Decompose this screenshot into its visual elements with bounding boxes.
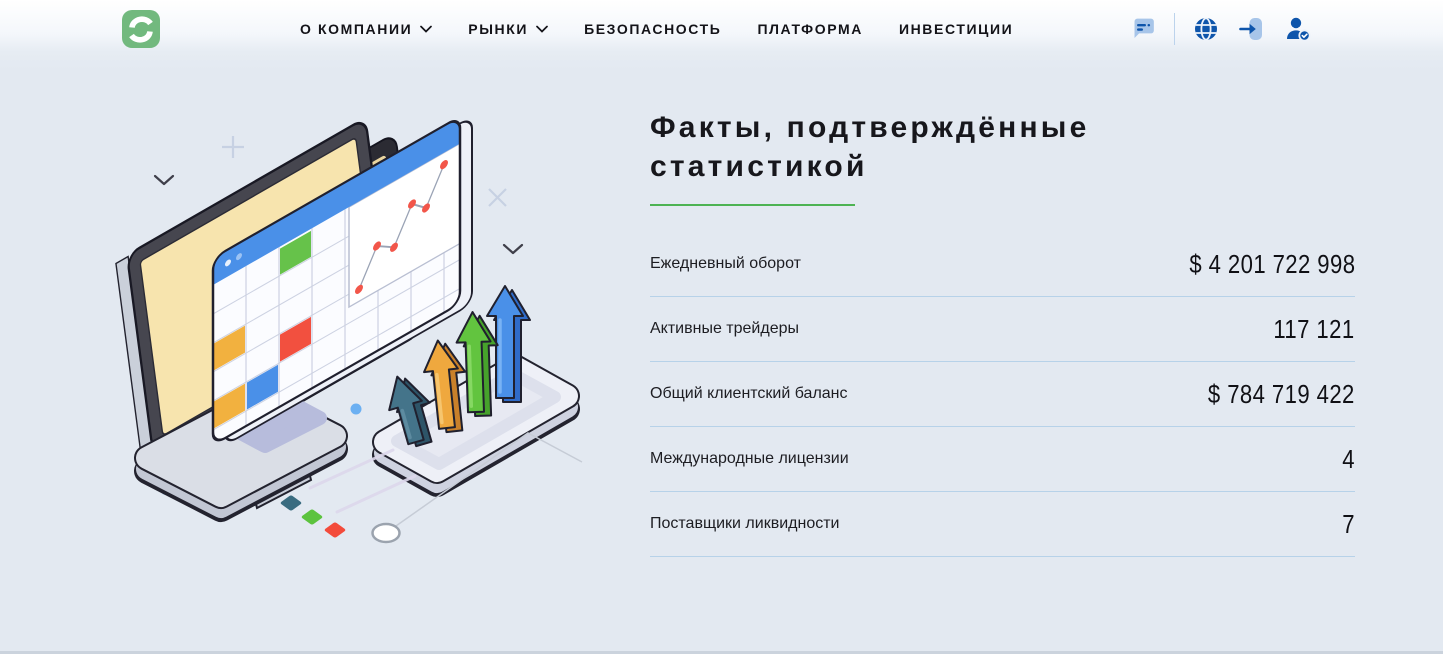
stat-label: Ежедневный оборот bbox=[650, 255, 801, 272]
nav-item-rynki[interactable]: РЫНКИ bbox=[468, 21, 548, 37]
stat-value: $ 4 201 722 998 bbox=[1188, 248, 1355, 279]
nav-item-label: ПЛАТФОРМА bbox=[757, 21, 863, 37]
growth-arrows-illustration bbox=[372, 285, 580, 497]
header-actions bbox=[1128, 13, 1313, 45]
chat-icon bbox=[1134, 18, 1154, 38]
stat-label: Активные трейдеры bbox=[650, 320, 799, 337]
stat-row: Активные трейдеры 117 121 bbox=[650, 297, 1355, 362]
chevron-down-icon bbox=[420, 25, 433, 33]
main-nav: О КОМПАНИИ РЫНКИ БЕЗОПАСНОСТЬ ПЛАТФОРМА … bbox=[300, 21, 1013, 37]
stats-list: Ежедневный оборот $ 4 201 722 998 Активн… bbox=[650, 232, 1355, 557]
next-section-edge bbox=[0, 651, 1443, 654]
stat-label: Общий клиентский баланс bbox=[650, 385, 848, 402]
stat-row: Ежедневный оборот $ 4 201 722 998 bbox=[650, 232, 1355, 297]
hero-section: Факты, подтверждённые статистикой Ежедне… bbox=[0, 58, 1443, 654]
globe-icon bbox=[1195, 17, 1217, 41]
heading-underline bbox=[650, 204, 855, 206]
nav-item-investicii[interactable]: ИНВЕСТИЦИИ bbox=[899, 21, 1013, 37]
stat-row: Общий клиентский баланс $ 784 719 422 bbox=[650, 362, 1355, 427]
stat-value: 7 bbox=[1342, 508, 1355, 539]
floor-decorations bbox=[280, 432, 583, 544]
browser-window-illustration bbox=[211, 120, 473, 442]
esperio-e-logo-icon bbox=[122, 10, 160, 48]
stat-value: $ 784 719 422 bbox=[1208, 378, 1355, 409]
chevron-down-icon bbox=[536, 25, 548, 33]
header-divider bbox=[1174, 13, 1175, 45]
stat-row: Международные лицензии 4 bbox=[650, 427, 1355, 492]
nav-item-bezopasnost[interactable]: БЕЗОПАСНОСТЬ bbox=[584, 21, 721, 37]
stats-block: Факты, подтверждённые статистикой Ежедне… bbox=[650, 108, 1355, 557]
stat-row: Поставщики ликвидности 7 bbox=[650, 492, 1355, 557]
account-button[interactable] bbox=[1283, 14, 1313, 44]
nav-item-label: РЫНКИ bbox=[468, 21, 529, 37]
nav-item-label: БЕЗОПАСНОСТЬ bbox=[584, 21, 722, 37]
user-check-icon bbox=[1287, 17, 1311, 42]
esperio-logo[interactable] bbox=[122, 10, 160, 48]
hero-illustration bbox=[85, 90, 585, 570]
nav-item-label: О КОМПАНИИ bbox=[300, 21, 413, 37]
language-button[interactable] bbox=[1191, 14, 1221, 44]
nav-item-platforma[interactable]: ПЛАТФОРМА bbox=[757, 21, 862, 37]
nav-item-label: ИНВЕСТИЦИИ bbox=[898, 21, 1014, 37]
stat-value: 117 121 bbox=[1273, 313, 1355, 344]
stat-value: 4 bbox=[1342, 443, 1355, 474]
site-header: О КОМПАНИИ РЫНКИ БЕЗОПАСНОСТЬ ПЛАТФОРМА … bbox=[0, 0, 1443, 58]
stat-label: Поставщики ликвидности bbox=[650, 515, 840, 532]
login-button[interactable] bbox=[1237, 14, 1267, 44]
stat-label: Международные лицензии bbox=[650, 450, 849, 467]
page-title: Факты, подтверждённые статистикой bbox=[650, 111, 1090, 183]
login-icon bbox=[1239, 18, 1262, 40]
chat-button[interactable] bbox=[1128, 14, 1158, 44]
nav-item-o-kompanii[interactable]: О КОМПАНИИ bbox=[300, 21, 433, 37]
